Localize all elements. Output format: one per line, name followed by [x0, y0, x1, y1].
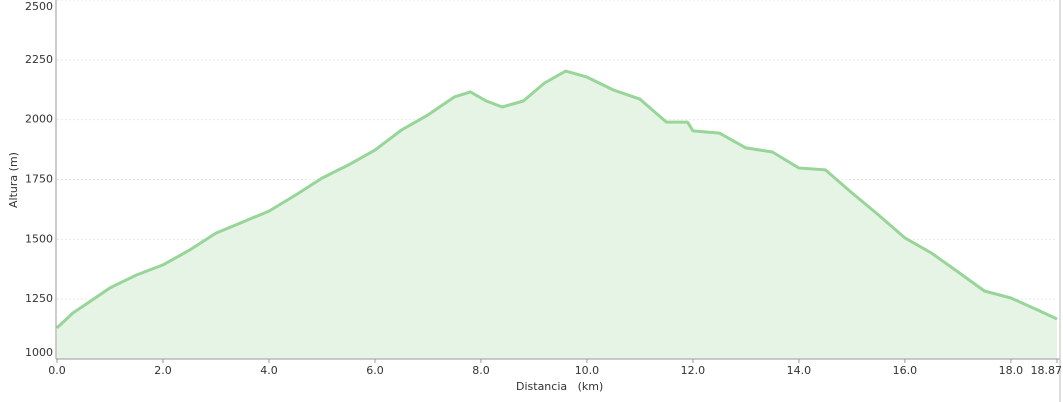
y-tick-label: 2500: [25, 0, 53, 13]
x-tick-label: 2.0: [154, 364, 172, 377]
x-tick-label: 10.0: [575, 364, 600, 377]
y-tick-label: 1000: [25, 346, 53, 359]
y-tick-label: 1750: [25, 173, 53, 186]
y-tick-label: 1500: [25, 232, 53, 245]
x-tick-label: 18.87: [1031, 364, 1063, 377]
elevation-line: [55, 69, 1058, 329]
x-axis-label: Distancia (km): [516, 380, 603, 393]
y-tick-label: 2250: [25, 53, 53, 66]
x-tick-label: 6.0: [366, 364, 384, 377]
x-tick-label: 0.0: [48, 364, 66, 377]
x-tick-label: 18.0: [999, 364, 1024, 377]
y-tick-label: 2000: [25, 113, 53, 126]
x-tick-label: 8.0: [472, 364, 490, 377]
x-tick-label: 12.0: [681, 364, 706, 377]
x-tick-label: 16.0: [893, 364, 918, 377]
area-fill: [57, 71, 1057, 359]
x-tick-label: 14.0: [787, 364, 812, 377]
y-axis-label: Altura (m): [7, 152, 20, 208]
x-tick-label: 4.0: [260, 364, 278, 377]
y-tick-label: 1250: [25, 292, 53, 305]
